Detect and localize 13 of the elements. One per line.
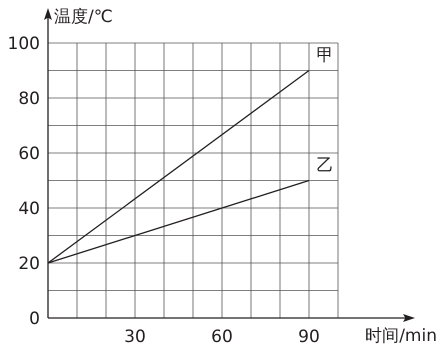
x-axis-title: 时间/min [365, 326, 437, 346]
series-label: 乙 [316, 156, 334, 176]
y-tick-label: 20 [18, 254, 40, 274]
y-tick-label: 80 [18, 89, 40, 109]
y-tick-label: 0 [29, 309, 40, 329]
y-tick-label: 60 [18, 144, 40, 164]
x-tick-label: 60 [211, 327, 233, 347]
series-label: 甲 [316, 46, 334, 66]
y-tick-label: 40 [18, 199, 40, 219]
y-tick-label: 100 [8, 34, 40, 54]
x-tick-label: 30 [124, 327, 146, 347]
x-tick-label: 90 [298, 327, 320, 347]
y-axis-title: 温度/℃ [54, 7, 113, 27]
